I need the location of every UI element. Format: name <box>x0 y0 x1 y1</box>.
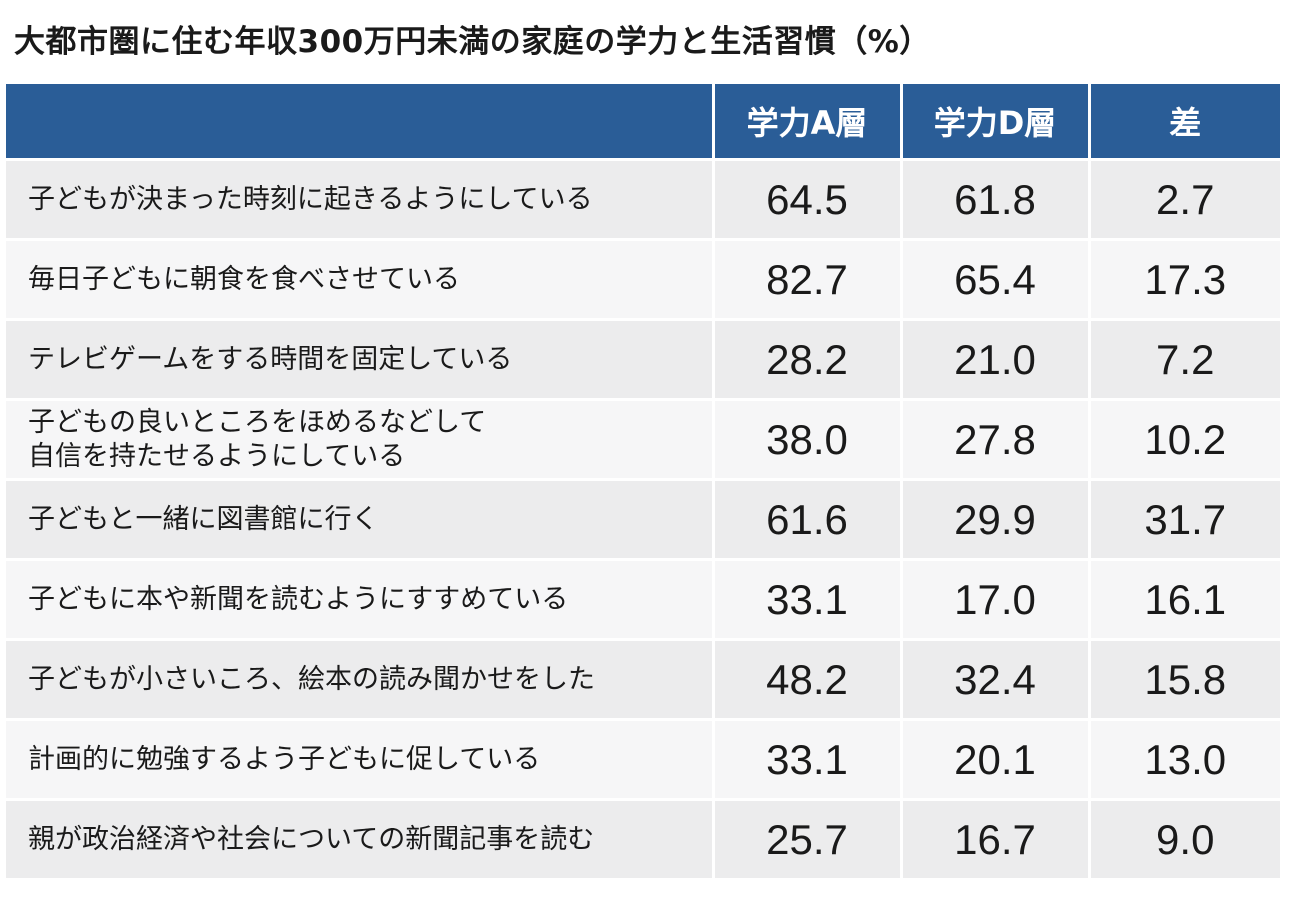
value-diff: 31.7 <box>1087 478 1280 560</box>
value-diff: 9.0 <box>1087 798 1280 878</box>
value-group-d: 21.0 <box>899 318 1089 400</box>
table-row: 子どもに本や新聞を読むようにすすめている 33.1 17.0 16.1 <box>6 558 1280 640</box>
table-row: 子どもが小さいころ、絵本の読み聞かせをした 48.2 32.4 15.8 <box>6 638 1280 720</box>
table-row: 子どもの良いところをほめるなどして 自信を持たせるようにしている 38.0 27… <box>6 398 1280 480</box>
value-diff: 15.8 <box>1087 638 1280 720</box>
value-group-a: 25.7 <box>711 798 901 878</box>
value-group-a: 33.1 <box>711 558 901 640</box>
value-group-a: 61.6 <box>711 478 901 560</box>
value-diff: 7.2 <box>1087 318 1280 400</box>
table-row: 子どもが決まった時刻に起きるようにしている 64.5 61.8 2.7 <box>6 158 1280 240</box>
table-row: 毎日子どもに朝食を食べさせている 82.7 65.4 17.3 <box>6 238 1280 320</box>
row-label: 子どもに本や新聞を読むようにすすめている <box>6 558 713 640</box>
row-label: テレビゲームをする時間を固定している <box>6 318 713 400</box>
table-row: テレビゲームをする時間を固定している 28.2 21.0 7.2 <box>6 318 1280 400</box>
table-row: 子どもと一緒に図書館に行く 61.6 29.9 31.7 <box>6 478 1280 560</box>
page-title: 大都市圏に住む年収300万円未満の家庭の学力と生活習慣（%） <box>14 24 931 60</box>
value-group-a: 48.2 <box>711 638 901 720</box>
data-table: 学力A層 学力D層 差 子どもが決まった時刻に起きるようにしている 64.5 6… <box>6 84 1280 878</box>
header-cell-group-a: 学力A層 <box>711 84 901 160</box>
value-group-d: 20.1 <box>899 718 1089 800</box>
value-group-a: 28.2 <box>711 318 901 400</box>
row-label: 子どもが小さいころ、絵本の読み聞かせをした <box>6 638 713 720</box>
value-group-a: 38.0 <box>711 398 901 480</box>
value-diff: 16.1 <box>1087 558 1280 640</box>
row-label: 親が政治経済や社会についての新聞記事を読む <box>6 798 713 878</box>
header-cell-label <box>6 84 713 160</box>
header-row: 学力A層 学力D層 差 <box>6 84 1280 160</box>
row-label: 計画的に勉強するよう子どもに促している <box>6 718 713 800</box>
value-group-d: 32.4 <box>899 638 1089 720</box>
value-group-a: 82.7 <box>711 238 901 320</box>
value-diff: 2.7 <box>1087 158 1280 240</box>
table-row: 親が政治経済や社会についての新聞記事を読む 25.7 16.7 9.0 <box>6 798 1280 878</box>
header-cell-group-d: 学力D層 <box>899 84 1089 160</box>
value-group-a: 64.5 <box>711 158 901 240</box>
row-label: 子どもが決まった時刻に起きるようにしている <box>6 158 713 240</box>
row-label: 子どもの良いところをほめるなどして 自信を持たせるようにしている <box>6 398 713 480</box>
value-diff: 10.2 <box>1087 398 1280 480</box>
value-diff: 13.0 <box>1087 718 1280 800</box>
table-row: 計画的に勉強するよう子どもに促している 33.1 20.1 13.0 <box>6 718 1280 800</box>
value-group-d: 27.8 <box>899 398 1089 480</box>
value-group-a: 33.1 <box>711 718 901 800</box>
value-group-d: 65.4 <box>899 238 1089 320</box>
value-group-d: 16.7 <box>899 798 1089 878</box>
header-cell-diff: 差 <box>1087 84 1280 160</box>
value-diff: 17.3 <box>1087 238 1280 320</box>
row-label: 毎日子どもに朝食を食べさせている <box>6 238 713 320</box>
row-label: 子どもと一緒に図書館に行く <box>6 478 713 560</box>
value-group-d: 17.0 <box>899 558 1089 640</box>
value-group-d: 61.8 <box>899 158 1089 240</box>
value-group-d: 29.9 <box>899 478 1089 560</box>
